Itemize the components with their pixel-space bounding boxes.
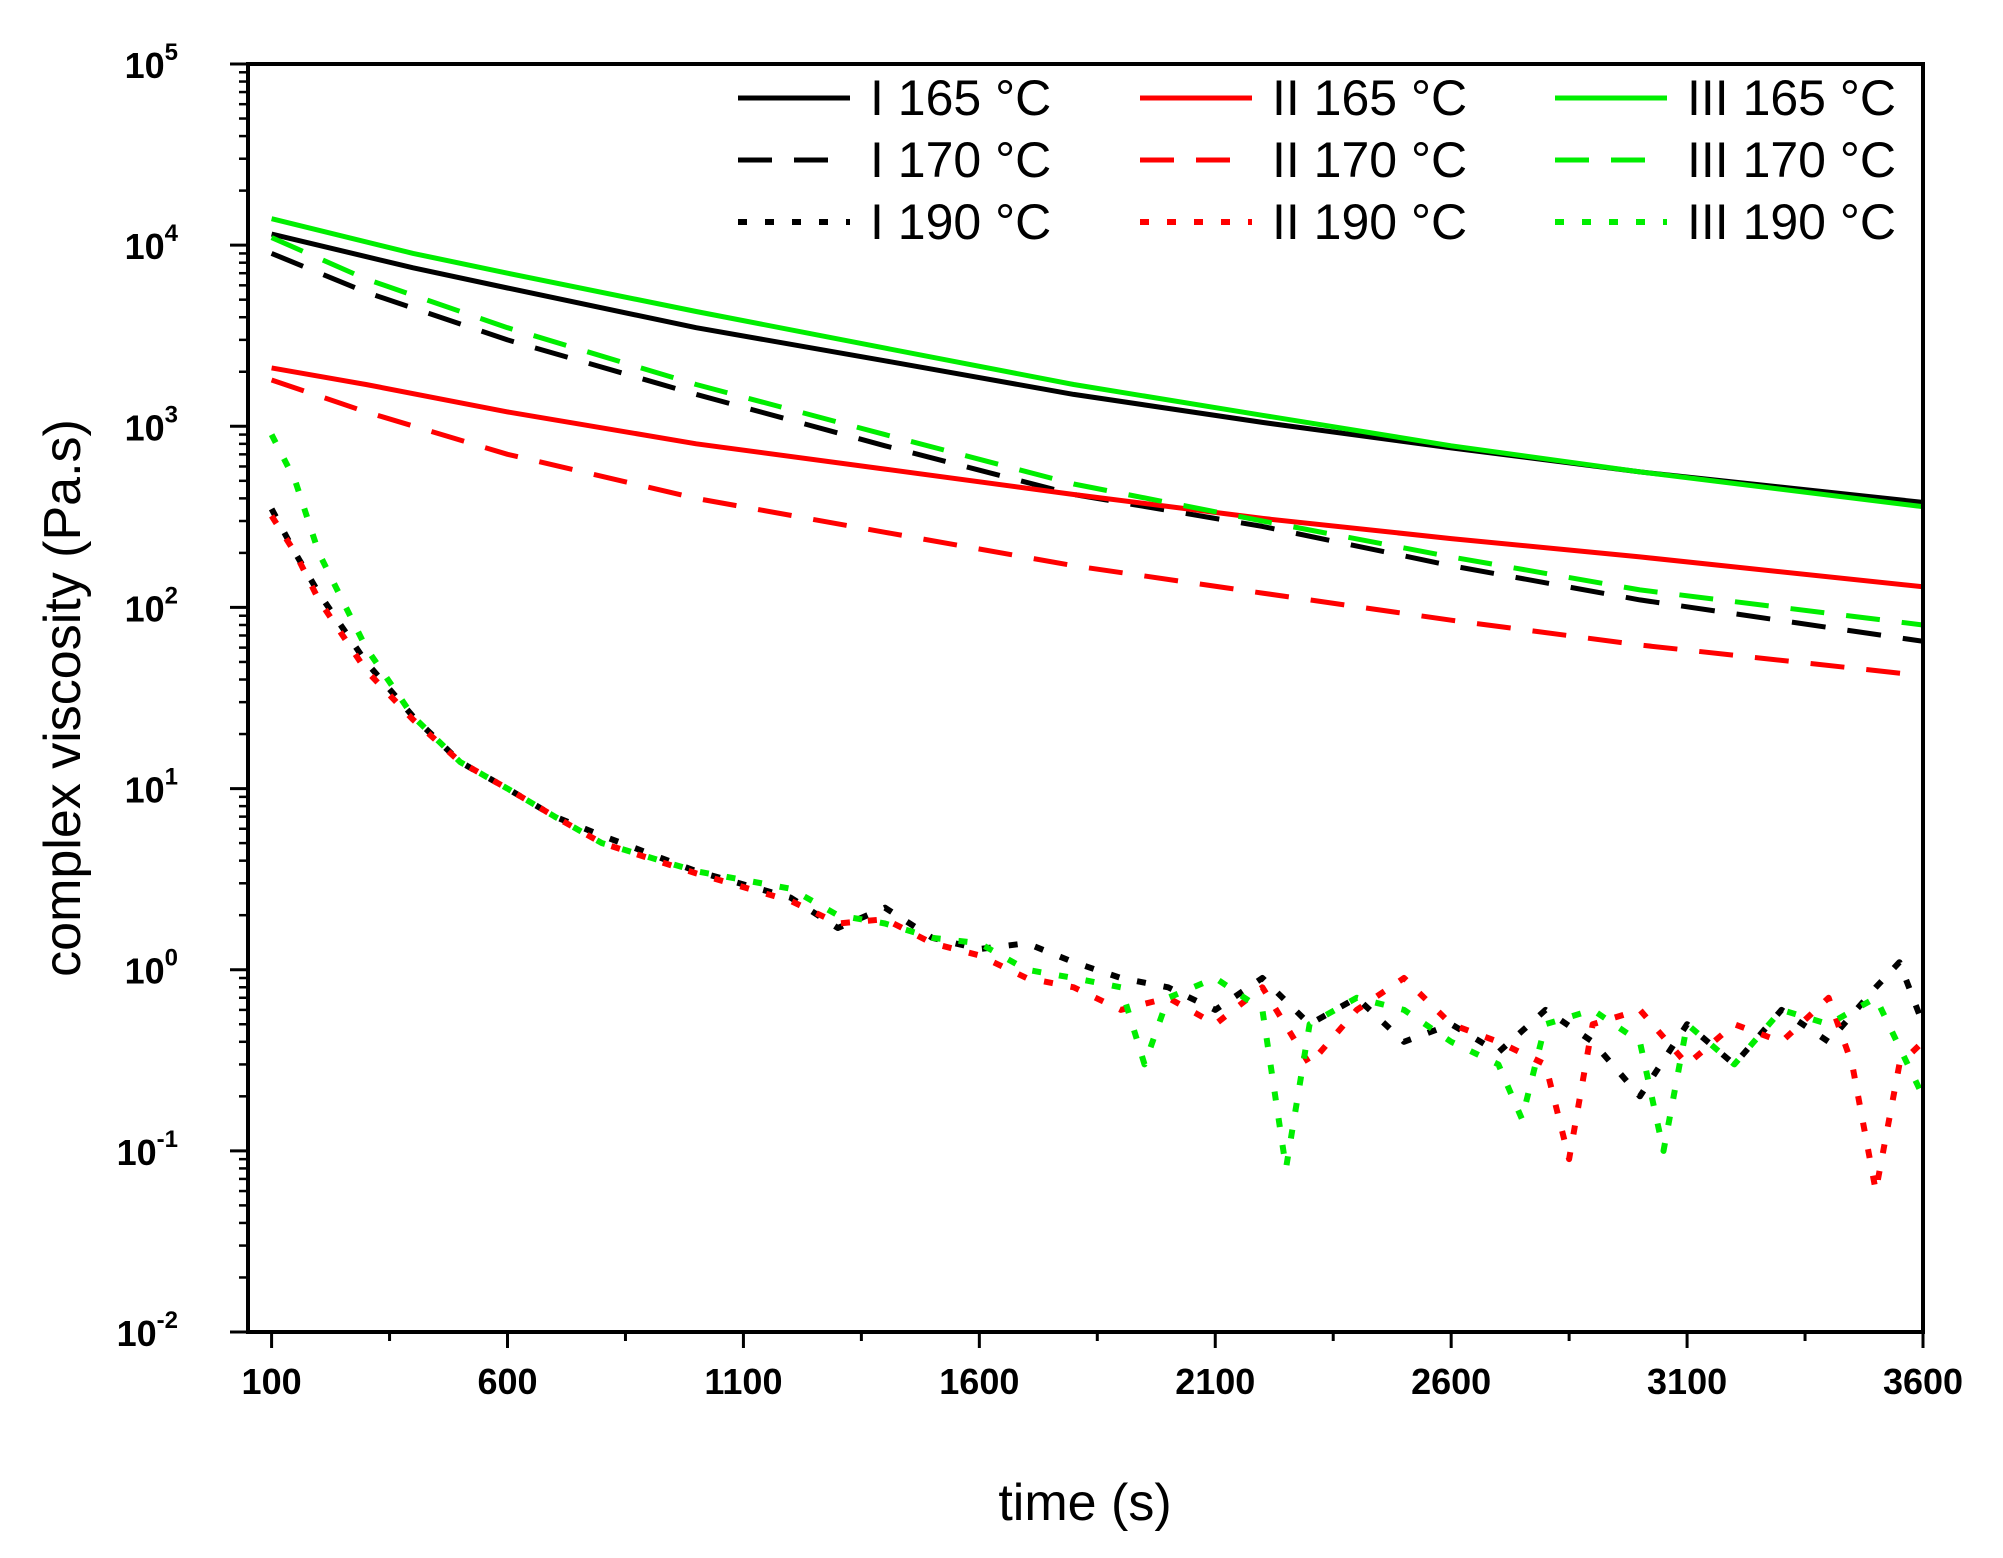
legend-label-5: II 170 °C [1272, 132, 1467, 188]
legend-label-6: II 190 °C [1272, 194, 1467, 250]
y-tick-label: 102 [125, 582, 178, 629]
y-axis-title: complex viscosity (Pa.s) [34, 419, 92, 977]
series-line-7 [271, 216, 1923, 510]
legend-label-2: I 170 °C [870, 132, 1051, 188]
x-tick-label: 3600 [1883, 1361, 1963, 1402]
legend: I 165 °C I 170 °C I 190 °C II 165 °C II 170 … [738, 70, 1896, 250]
x-tick-label: 2100 [1175, 1361, 1255, 1402]
y-tick-label: 104 [125, 220, 179, 267]
x-tick-label: 100 [242, 1361, 302, 1402]
legend-label-8: III 170 °C [1687, 132, 1896, 188]
legend-label-3: I 190 °C [870, 194, 1051, 250]
y-tick-label: 10-1 [117, 1126, 178, 1173]
y-tick-label: 105 [125, 39, 178, 86]
series-line-4 [271, 365, 1923, 590]
x-tick-label: 1100 [704, 1361, 782, 1402]
series-line-8 [270, 235, 1923, 628]
series-line-3 [268, 507, 1923, 1100]
plot-frame [246, 62, 1925, 1334]
axes-layer: 100 600 1100 1600 2100 2600 3100 3600 10-2 10-1 10… [117, 39, 1963, 1402]
x-tick-label: 3100 [1647, 1361, 1727, 1402]
y-tick-label: 103 [125, 401, 178, 448]
x-tick-label: 600 [477, 1361, 537, 1402]
series-line-5 [270, 377, 1923, 679]
series-line-2 [270, 251, 1923, 644]
y-tick-label: 101 [125, 764, 178, 811]
x-tick-label: 2600 [1411, 1361, 1491, 1402]
x-tick-label: 1600 [939, 1361, 1019, 1402]
legend-label-7: III 165 °C [1687, 70, 1896, 126]
legend-label-4: II 165 °C [1272, 70, 1467, 126]
y-tick-label: 10-2 [117, 1307, 178, 1354]
series-layer [268, 216, 1923, 1194]
x-axis-title: time (s) [998, 1474, 1171, 1532]
legend-label-9: III 190 °C [1687, 194, 1896, 250]
legend-label-1: I 165 °C [870, 70, 1051, 126]
y-tick-label: 100 [125, 945, 178, 992]
